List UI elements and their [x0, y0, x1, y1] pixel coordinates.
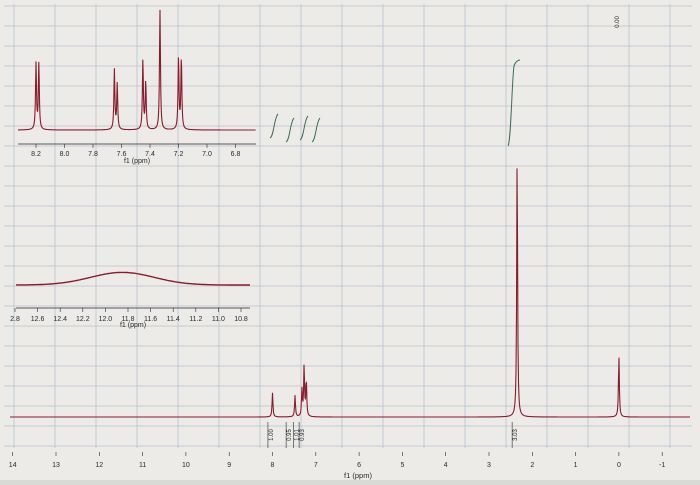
main-tick-label: 13	[52, 462, 60, 469]
main-tick-label: 4	[444, 462, 448, 469]
aromatic-tick-label: 7.4	[145, 151, 155, 158]
main-spectrum: 14 13 12 11 10 9 8 7 6 5 4 3 2 1 0 -1 1.00 0.95 1.01 0.93 3…	[9, 16, 690, 480]
aromatic-tick-label: 8.0	[60, 151, 70, 158]
aromatic-tick-label: 8.2	[31, 151, 41, 158]
broad-tick-label: 11.2	[189, 316, 202, 323]
main-tick-label: 3	[487, 462, 491, 469]
aromatic-tick-label: 7.0	[202, 151, 212, 158]
integral-labels: 1.00 0.95 1.01 0.93 3.03	[267, 422, 519, 448]
main-tick-label: 12	[95, 462, 103, 469]
broad-tick-label: 11.6	[144, 316, 157, 323]
main-tick-label: 9	[227, 462, 231, 469]
aromatic-tick-label: 7.6	[117, 151, 127, 158]
broad-inset-trace	[15, 271, 250, 286]
integral-value: 1.01	[294, 429, 300, 441]
broad-inset-ticks: 2.8 12.6 12.4 12.2 12.0 11.8 11.6 11.4 11.2 11.0 1…	[10, 308, 248, 323]
aromatic-inset-ticks: 8.2 8.0 7.8 7.6 7.4 7.2 7.0 6.8	[31, 144, 240, 158]
broad-tick-label: 11.8	[121, 316, 134, 323]
main-axis-ticks: 14 13 12 11 10 9 8 7 6 5 4 3 2 1 0 -1	[9, 452, 665, 469]
tms-reference-label: 0.00	[615, 16, 621, 28]
broad-tick-label: 11.4	[167, 316, 180, 323]
integral-value: 0.93	[300, 429, 306, 441]
broad-inset-xlabel: f1 (ppm)	[120, 322, 146, 329]
main-tick-label: -1	[659, 462, 665, 469]
broad-tick-label: 12.0	[99, 316, 113, 323]
integral-value: 1.00	[269, 429, 275, 441]
broad-tick-label: 10.8	[234, 316, 248, 323]
main-tick-label: 2	[530, 462, 534, 469]
aromatic-inset-xlabel: f1 (ppm)	[124, 158, 150, 165]
aromatic-inset-trace	[18, 9, 256, 131]
integral-mark-4	[311, 117, 321, 143]
main-tick-label: 14	[9, 462, 17, 469]
main-tick-label: 6	[357, 462, 361, 469]
main-tick-label: 0	[617, 462, 621, 469]
integral-value: 0.95	[287, 429, 293, 441]
main-tick-label: 7	[314, 462, 318, 469]
main-tick-label: 1	[574, 462, 578, 469]
broad-tick-label: 11.0	[212, 316, 225, 323]
integral-mark-3	[299, 115, 309, 141]
broad-tick-label: 12.2	[76, 316, 90, 323]
aromatic-inset: 8.2 8.0 7.8 7.6 7.4 7.2 7.0 6.8 f1 (ppm)	[18, 9, 256, 165]
aromatic-tick-label: 7.2	[174, 151, 184, 158]
main-tick-label: 5	[400, 462, 404, 469]
broad-tick-label: 2.8	[10, 316, 20, 323]
chart-grid	[4, 4, 692, 448]
integral-mark-2	[285, 117, 295, 143]
integral-value: 3.03	[513, 429, 519, 441]
main-tick-label: 11	[139, 462, 146, 469]
main-spectrum-trace	[10, 168, 690, 418]
broad-tick-label: 12.6	[31, 316, 45, 323]
aromatic-tick-label: 6.8	[231, 151, 241, 158]
broad-tick-label: 12.4	[53, 316, 67, 323]
main-tick-label: 8	[271, 462, 275, 469]
aromatic-tick-label: 7.8	[88, 151, 98, 158]
main-tick-label: 10	[182, 462, 190, 469]
broad-inset: 2.8 12.6 12.4 12.2 12.0 11.8 11.6 11.4 11.2 11.0 1…	[10, 271, 250, 329]
inset-integral-marks	[269, 113, 321, 143]
methyl-integral-curve	[507, 59, 521, 147]
integral-mark-1	[269, 113, 279, 139]
main-xlabel: f1 (ppm)	[344, 471, 372, 480]
